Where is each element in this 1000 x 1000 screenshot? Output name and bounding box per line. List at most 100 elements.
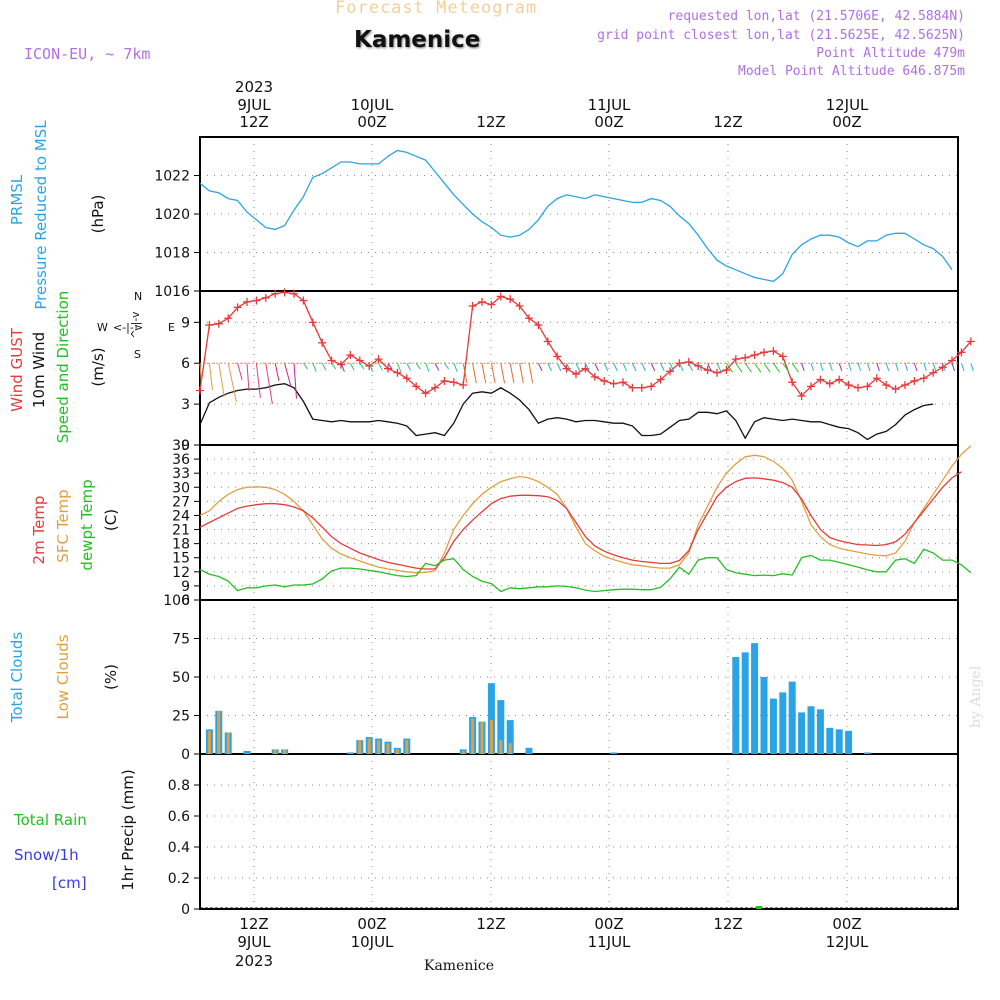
wind-direction-arrow: [425, 363, 430, 372]
ytick-label: 36: [172, 452, 190, 468]
gust-marker: [431, 383, 439, 392]
wind-direction-arrow: [669, 363, 675, 372]
wind-direction-arrow: [481, 363, 487, 384]
low-cloud-bar: [395, 749, 399, 754]
total-cloud-bar: [760, 677, 768, 754]
gust-marker: [468, 301, 477, 310]
wind-direction-arrow: [782, 362, 790, 373]
rain-bar: [756, 906, 762, 909]
low-cloud-bar: [508, 743, 512, 754]
bottom-date-label: 11JUL: [588, 933, 631, 951]
gust-marker: [760, 348, 768, 357]
compass-n: N: [134, 290, 142, 303]
wind-direction-arrow: [763, 362, 771, 373]
top-hour-label: 12Z: [713, 113, 742, 131]
total-cloud-bar: [751, 643, 759, 754]
gust-marker: [741, 353, 750, 362]
gust-marker: [703, 366, 712, 375]
bottom-date-label: 12JUL: [826, 933, 869, 951]
gust-marker: [233, 303, 242, 312]
total-cloud-bar: [788, 681, 796, 754]
gust-marker: [722, 366, 731, 375]
gust-marker: [384, 364, 392, 373]
total-cloud-bar: [346, 752, 354, 754]
low-cloud-bar: [499, 740, 503, 754]
wind-direction-arrow: [537, 363, 543, 372]
ytick-label: 9: [181, 579, 190, 595]
total-cloud-bar: [863, 752, 871, 754]
gust-marker: [572, 370, 580, 379]
gust-marker: [393, 368, 402, 377]
wind-direction-arrow: [500, 363, 506, 384]
wind-direction-arrow: [368, 363, 374, 372]
ytick-label: 1020: [154, 207, 190, 223]
wind-direction-arrow: [650, 363, 656, 372]
gust-marker: [534, 321, 543, 330]
wind-direction-arrow: [387, 362, 393, 370]
top-hour-label: 00Z: [832, 113, 861, 131]
wind-direction-arrow: [942, 363, 946, 372]
snow-unit-legend: [cm]: [52, 874, 87, 892]
dewpt-axis-label: dewpt Temp: [78, 479, 96, 570]
gust-marker: [515, 301, 524, 310]
pressure-axis-label-2: Pressure Reduced to MSL: [32, 120, 50, 310]
total-clouds-axis-label: Total Clouds: [8, 632, 26, 724]
low-cloud-bar: [358, 740, 362, 754]
requested-coords: requested lon,lat (21.5706E, 42.5884N): [667, 9, 965, 24]
dewpt-series: [199, 548, 972, 593]
top-hour-label: 00Z: [357, 113, 386, 131]
low-cloud-bar: [489, 720, 493, 754]
ytick-label: 9: [181, 315, 190, 331]
total-cloud-bar: [610, 752, 618, 754]
gust-marker: [910, 376, 919, 385]
clouds-unit-label: (%): [102, 664, 120, 690]
gust-marker: [337, 360, 345, 369]
compass-w: W: [97, 321, 108, 334]
ytick-label: 0.4: [168, 840, 190, 856]
pressure-series: [199, 149, 953, 283]
wind-direction-arrow: [302, 362, 309, 370]
temp-unit-label: (C): [102, 509, 120, 531]
gust-marker: [863, 382, 872, 391]
total-cloud-bar: [243, 750, 251, 754]
ytick-label: 33: [172, 466, 190, 482]
gust-marker: [600, 376, 609, 385]
wind-direction-arrow: [697, 363, 703, 372]
sfc-temp-series: [199, 445, 972, 574]
wind-direction-arrow: [340, 363, 345, 372]
gust-marker: [506, 295, 515, 304]
wind-direction-arrow: [735, 362, 743, 373]
bottom-hour-label: 00Z: [832, 915, 861, 933]
wind-direction-arrow: [641, 363, 646, 372]
gust-marker: [459, 381, 468, 390]
ytick-label: 24: [172, 508, 190, 524]
low-cloud-bar: [217, 710, 221, 754]
bottom-hour-label: 00Z: [357, 915, 386, 933]
total-cloud-bar: [487, 683, 495, 754]
gust-marker: [478, 297, 486, 306]
total-cloud-bar: [741, 652, 749, 754]
temp2m-series: [199, 471, 962, 570]
low-cloud-bar: [480, 721, 484, 754]
wind-direction-arrow: [462, 363, 468, 384]
ytick-label: 0: [181, 747, 190, 763]
wind-direction-arrow: [791, 362, 799, 373]
total-cloud-bar: [497, 700, 505, 754]
gust-marker: [882, 381, 891, 390]
bottom-year-label: 2023: [235, 952, 273, 970]
gust-marker: [816, 375, 825, 384]
wind-direction-arrow: [199, 363, 202, 383]
sfc-temp-axis-label: SFC Temp: [54, 489, 72, 562]
wind-direction-arrow: [876, 363, 880, 372]
gust-marker: [205, 321, 214, 330]
station-name-bottom: Kamenice: [424, 958, 494, 974]
compass-ns-arrow: ^-|-v: [129, 311, 142, 339]
wind-direction-arrow: [932, 363, 937, 372]
total-cloud-bar: [506, 720, 514, 754]
wind-direction-arrow: [519, 363, 524, 384]
wind-direction-arrow: [218, 363, 225, 397]
bottom-date-label: 10JUL: [351, 933, 394, 951]
wind-direction-arrow: [678, 363, 684, 372]
low-clouds-axis-label: Low Clouds: [54, 634, 72, 719]
